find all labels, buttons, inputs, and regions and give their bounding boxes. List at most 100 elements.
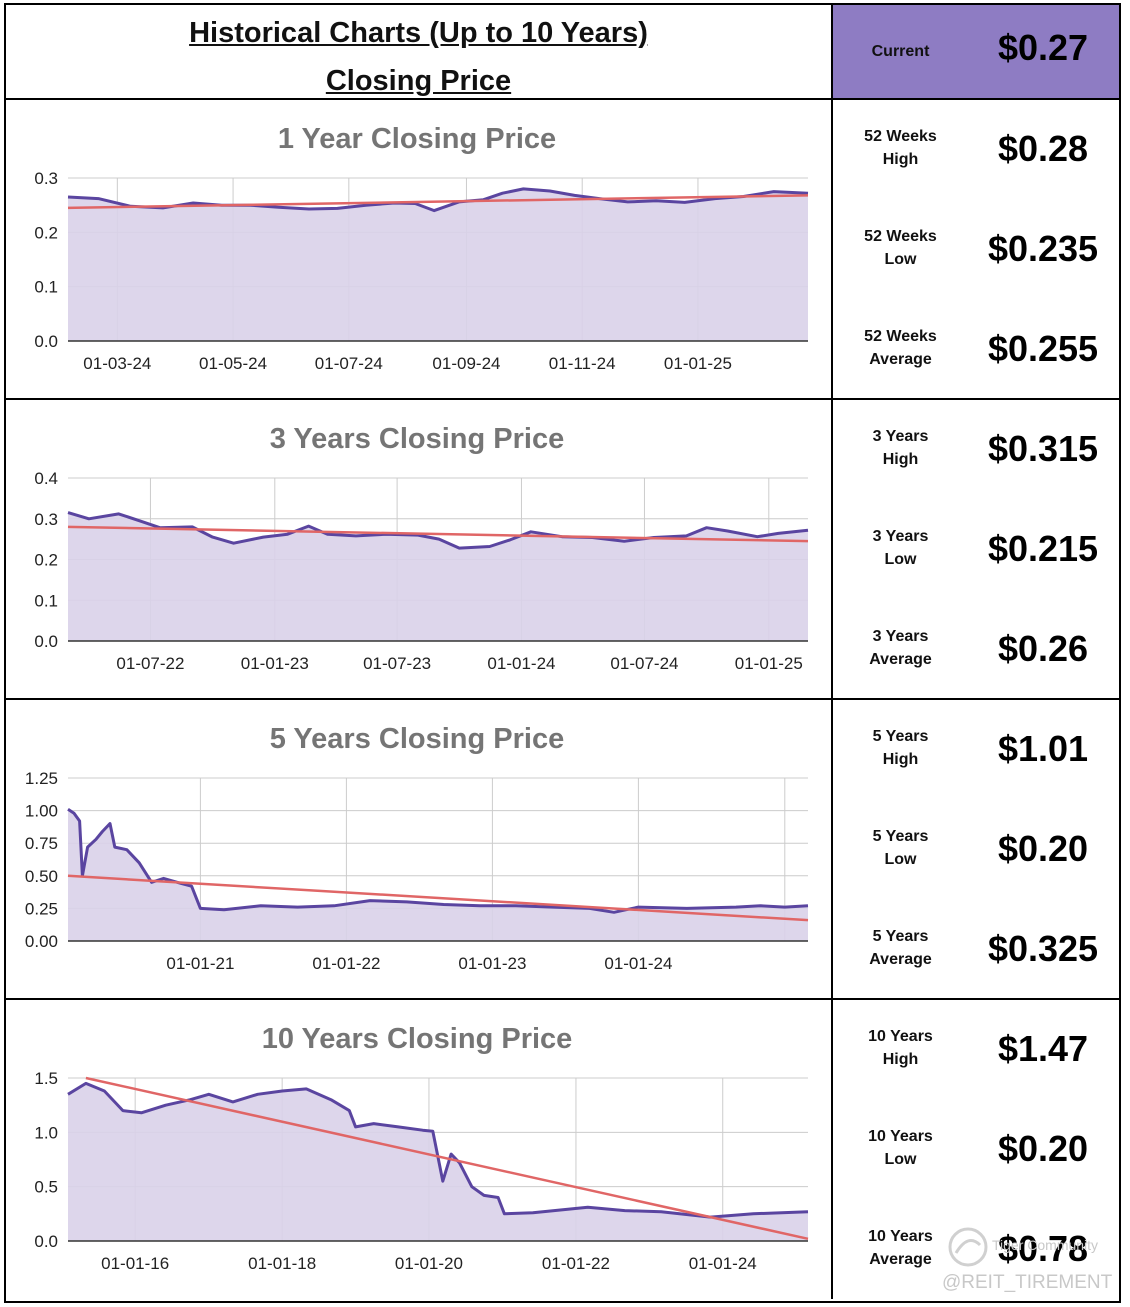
y-tick-label: 0.75 <box>25 834 58 853</box>
y-tick-label: 0.5 <box>34 1178 58 1197</box>
watermark-brand: Tiger Community <box>992 1237 1099 1253</box>
y-tick-label: 0.0 <box>34 632 58 651</box>
y-tick-label: 0.4 <box>34 469 58 488</box>
stat-value: $0.20 <box>997 1128 1089 1169</box>
stat-label: 5 Years High <box>872 728 929 768</box>
watermark: Tiger Community @REIT_TIREMENT <box>940 1225 1120 1300</box>
y-tick-label: 0.0 <box>34 1232 58 1251</box>
stat-label: 3 Years Average <box>869 628 932 668</box>
chart-5-years: 5 Years Closing Price 0.00 0.25 0.50 0.75 1.0… <box>6 700 831 998</box>
stat-value: $1.01 <box>997 728 1089 769</box>
x-tick-label: 01-01-18 <box>248 1254 316 1273</box>
stat-value: $0.26 <box>997 628 1089 669</box>
page-subtitle: Closing Price <box>325 65 512 97</box>
price-line <box>67 187 809 213</box>
y-tick-label: 1.5 <box>34 1069 58 1088</box>
x-tick-label: 01-07-24 <box>315 354 383 373</box>
stat-label: 10 Years Low <box>868 1128 933 1168</box>
y-tick-label: 0.00 <box>25 932 58 951</box>
x-tick-label: 01-01-24 <box>689 1254 757 1273</box>
row-divider <box>4 98 1121 100</box>
chart-5-years-svg: 5 Years Closing Price 0.00 0.25 0.50 0.75 1.0… <box>25 723 809 973</box>
x-tick-label: 01-01-22 <box>542 1254 610 1273</box>
y-tick-label: 1.25 <box>25 769 58 788</box>
price-line <box>67 1081 809 1219</box>
current-label: Current <box>871 43 930 60</box>
stat-label: 52 Weeks Average <box>864 328 937 368</box>
x-tick-label: 01-05-24 <box>199 354 267 373</box>
stat-value: $0.255 <box>987 328 1099 369</box>
current-price-cell: Current $0.27 <box>833 5 1119 98</box>
chart-1-year: 1 Year Closing Price 0.0 0.1 0.2 0.3 01-03-24… <box>6 100 831 398</box>
chart-3-years: 3 Years Closing Price 0.0 0.1 0.2 0.3 0.4 01-0… <box>6 400 831 698</box>
stat-label: 5 Years Average <box>869 928 932 968</box>
trend-line <box>67 525 809 543</box>
chart-1-year-svg: 1 Year Closing Price 0.0 0.1 0.2 0.3 01-03-24… <box>34 123 809 373</box>
price-line <box>67 511 809 550</box>
column-divider <box>831 3 833 1299</box>
y-tick-label: 0.1 <box>34 278 58 297</box>
chart-title: 1 Year Closing Price <box>278 123 556 155</box>
stat-value: $0.215 <box>987 528 1099 569</box>
stat-label: 3 Years High <box>872 428 929 468</box>
y-tick-label: 0.25 <box>25 899 58 918</box>
y-tick-label: 0.2 <box>34 551 58 570</box>
x-tick-label: 01-01-23 <box>458 954 526 973</box>
stats-1-year: 52 Weeks High $0.28 52 Weeks Low $0.235 52… <box>833 100 1119 398</box>
chart-10-years: 10 Years Closing Price 0.0 0.5 1.0 1.5 01-01-… <box>6 1000 831 1298</box>
page-title: Historical Charts (Up to 10 Years) <box>189 17 648 49</box>
y-tick-label: 0.1 <box>34 591 58 610</box>
y-tick-label: 0.3 <box>34 169 58 188</box>
x-tick-label: 01-09-24 <box>432 354 500 373</box>
stat-label: 3 Years Low <box>872 528 929 568</box>
stat-label: 10 Years High <box>868 1028 933 1068</box>
x-tick-label: 01-01-23 <box>241 654 309 673</box>
tiger-logo-icon <box>948 1227 988 1267</box>
price-area <box>68 512 808 641</box>
chart-10-years-svg: 10 Years Closing Price 0.0 0.5 1.0 1.5 01-01-… <box>34 1023 809 1273</box>
x-tick-label: 01-01-25 <box>664 354 732 373</box>
current-value: $0.27 <box>997 27 1089 68</box>
x-tick-label: 01-01-24 <box>487 654 555 673</box>
x-tick-label: 01-01-24 <box>604 954 672 973</box>
x-tick-label: 01-07-24 <box>610 654 678 673</box>
trend-line <box>67 874 809 922</box>
stat-value: $0.315 <box>987 428 1099 469</box>
stat-value: $0.78 <box>997 1228 1089 1269</box>
x-tick-label: 01-01-16 <box>101 1254 169 1273</box>
trend-line <box>67 194 809 210</box>
y-tick-label: 1.00 <box>25 802 58 821</box>
y-tick-label: 0.3 <box>34 510 58 529</box>
x-tick-label: 01-01-21 <box>166 954 234 973</box>
x-tick-label: 01-07-22 <box>116 654 184 673</box>
stats-3-years: 3 Years High $0.315 3 Years Low $0.215 3 Y… <box>833 400 1119 698</box>
x-tick-label: 01-01-25 <box>735 654 803 673</box>
price-area <box>68 188 808 341</box>
chart-title: 3 Years Closing Price <box>270 423 564 455</box>
x-tick-label: 01-01-22 <box>312 954 380 973</box>
y-tick-label: 0.50 <box>25 867 58 886</box>
row-divider <box>4 698 1121 700</box>
stat-value: $0.325 <box>987 928 1099 969</box>
stat-label: 10 Years Average <box>868 1228 933 1268</box>
trend-line <box>85 1076 809 1241</box>
x-tick-label: 01-03-24 <box>83 354 151 373</box>
y-tick-label: 1.0 <box>34 1123 58 1142</box>
stat-label: 52 Weeks High <box>864 128 937 168</box>
watermark-handle: @REIT_TIREMENT <box>942 1272 1113 1293</box>
stat-value: $0.235 <box>987 228 1099 269</box>
row-divider <box>4 998 1121 1000</box>
chart-title: 10 Years Closing Price <box>262 1023 573 1055</box>
stats-5-years: 5 Years High $1.01 5 Years Low $0.20 5 Yea… <box>833 700 1119 998</box>
x-tick-label: 01-07-23 <box>363 654 431 673</box>
header-title-cell: Historical Charts (Up to 10 Years) Closi… <box>6 5 831 98</box>
stat-value: $1.47 <box>997 1028 1089 1069</box>
price-area <box>68 809 808 941</box>
y-tick-label: 0.2 <box>34 223 58 242</box>
table-frame <box>4 3 1121 1303</box>
chart-title: 5 Years Closing Price <box>270 723 564 755</box>
x-tick-label: 01-01-20 <box>395 1254 463 1273</box>
row-divider <box>4 398 1121 400</box>
stat-value: $0.20 <box>997 828 1089 869</box>
stats-10-years: 10 Years High $1.47 10 Years Low $0.20 10 … <box>833 1000 1119 1298</box>
